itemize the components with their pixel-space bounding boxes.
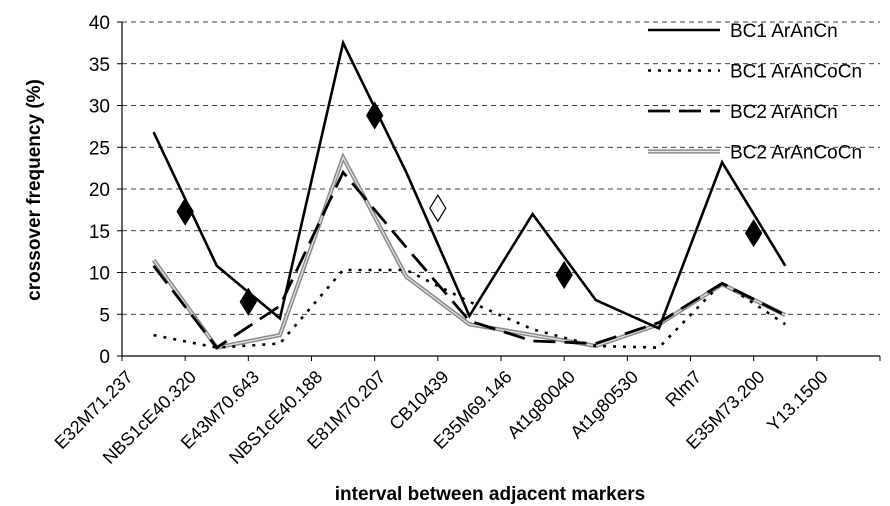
- x-tick-label: At1g80530: [566, 367, 642, 443]
- diamond-marker-open: [430, 195, 446, 221]
- legend-label: BC2 ArAnCn: [730, 102, 838, 123]
- x-tick-labels: E32M71.237NBS1cE40.320E43M70.643NBS1cE40…: [51, 356, 880, 468]
- diamond-marker-filled: [367, 103, 383, 129]
- y-tick-label: 35: [89, 55, 110, 76]
- series-line-3: [154, 172, 786, 347]
- legend: BC1 ArAnCn BC1 ArAnCoCn BC2 ArAnCn BC2 ArAn…: [648, 21, 862, 164]
- y-tick-label: 30: [89, 97, 110, 118]
- y-tick-label: 40: [89, 13, 110, 34]
- series-line-1: [154, 43, 786, 329]
- y-tick-label: 25: [89, 138, 110, 159]
- diamond-marker-filled: [177, 199, 193, 225]
- series-line-4-inner: [154, 157, 786, 347]
- y-tick-labels: 0 5 10 15 20 25 30 35 40: [89, 13, 122, 368]
- y-axis-title: crossover frequency (%): [24, 79, 45, 301]
- y-tick-label: 15: [89, 222, 110, 243]
- x-tick-label: At1g80040: [503, 367, 579, 443]
- diamond-marker-filled: [240, 289, 256, 315]
- legend-label: BC1 ArAnCoCn: [730, 62, 862, 83]
- series-line-4: [154, 157, 786, 347]
- y-tick-label: 20: [89, 180, 110, 201]
- x-tick-label: CB10439: [385, 367, 452, 434]
- x-tick-label: Y13.1500: [763, 367, 832, 436]
- x-axis-title: interval between adjacent markers: [335, 484, 645, 505]
- x-tick-label: Rlm7: [661, 367, 705, 411]
- legend-label: BC2 ArAnCoCn: [730, 143, 862, 164]
- y-tick-label: 10: [89, 264, 110, 285]
- y-tick-label: 0: [99, 347, 110, 368]
- significance-markers: [177, 103, 762, 315]
- y-tick-label: 5: [99, 305, 110, 326]
- legend-label: BC1 ArAnCn: [730, 21, 838, 42]
